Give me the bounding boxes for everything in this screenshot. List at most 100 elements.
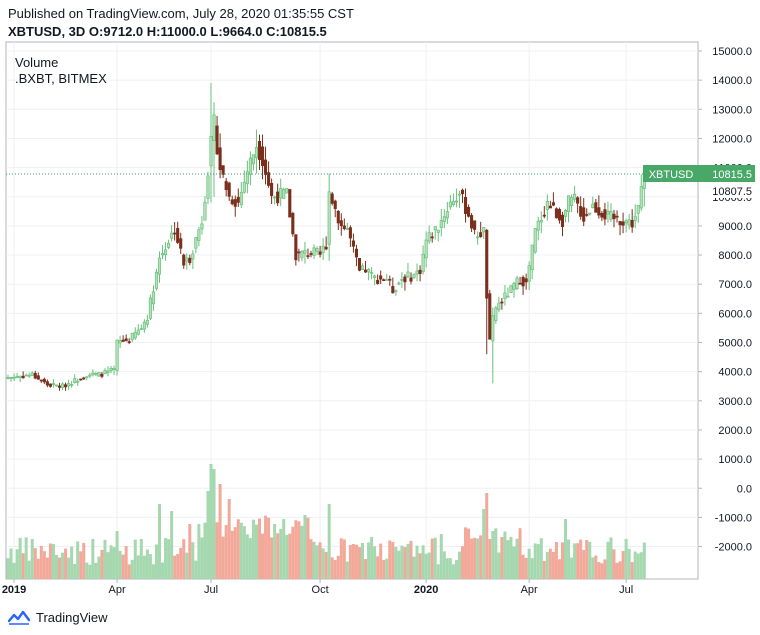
candle-body — [176, 228, 180, 243]
volume-bar — [567, 539, 571, 579]
time-axis[interactable]: 2019 Apr Jul Oct 2020 Apr Jul — [2, 579, 633, 596]
volume-bar — [333, 560, 337, 579]
candle-body — [164, 249, 168, 256]
volume-bar — [209, 464, 213, 579]
candle-body — [391, 286, 395, 294]
volume-bar — [276, 533, 280, 579]
candle-body — [409, 277, 413, 282]
candle-body — [521, 276, 525, 287]
volume-bar — [539, 538, 543, 579]
volume-bar — [130, 559, 134, 579]
volume-bar — [6, 558, 10, 579]
candle-body — [354, 248, 359, 258]
volume-bar — [182, 539, 186, 579]
volume-bar — [294, 520, 298, 579]
volume-bar — [339, 538, 343, 579]
volume-bar — [445, 558, 449, 579]
candle-body — [597, 207, 601, 216]
volume-bar — [315, 545, 319, 579]
volume-bar — [236, 519, 240, 579]
volume-bar — [206, 491, 210, 579]
candle-body — [621, 221, 625, 226]
candle-body — [212, 114, 216, 142]
candle-body — [24, 374, 28, 377]
volume-bar — [557, 559, 561, 579]
volume-bar — [297, 521, 301, 579]
low-value: 9664.0 — [222, 24, 263, 39]
candle-body — [379, 275, 383, 280]
candle-body — [418, 269, 422, 274]
y-tick-label: 5000.0 — [718, 338, 752, 350]
volume-bar — [18, 537, 22, 579]
volume-bar — [142, 555, 146, 579]
volume-bar — [479, 535, 483, 579]
candle-body — [97, 372, 101, 377]
candle-body — [57, 385, 62, 388]
candle-body — [236, 196, 240, 203]
candle-body — [618, 221, 622, 226]
volume-bar — [485, 493, 489, 579]
candle-body — [227, 182, 231, 197]
volume-bar — [312, 541, 316, 579]
volume-bar — [385, 558, 389, 579]
candle-body — [600, 212, 604, 218]
volume-bar — [309, 539, 313, 579]
price-chart[interactable]: 15000.014000.013000.012000.011000.010000… — [0, 0, 760, 600]
candle-body — [463, 196, 468, 214]
volume-bar — [415, 545, 419, 579]
volume-bar — [327, 504, 331, 579]
candle-body — [448, 201, 452, 208]
volume-bar — [576, 543, 580, 579]
volume-bar — [82, 542, 86, 579]
candle-body — [539, 220, 543, 223]
high-label: H: — [146, 24, 161, 39]
volume-bar — [367, 542, 371, 579]
candle-body — [588, 212, 592, 215]
y-tick-label: 9000.0 — [718, 221, 752, 233]
volume-bar — [170, 511, 174, 579]
volume-bar — [588, 541, 592, 579]
volume-bar — [500, 536, 504, 579]
volume-bar — [467, 528, 471, 579]
candle-body — [203, 201, 207, 221]
candle-body — [103, 370, 107, 374]
candle-body — [360, 265, 365, 270]
candle-body — [412, 274, 416, 278]
volume-bar — [261, 533, 265, 579]
candle-body — [336, 210, 340, 224]
volume-bar — [403, 547, 407, 579]
candle-body — [291, 212, 295, 235]
volume-bar — [373, 546, 377, 579]
candle-body — [397, 282, 401, 285]
candle-body — [491, 315, 495, 342]
volume-bar — [127, 564, 131, 579]
candle-body — [476, 236, 480, 239]
footer[interactable]: TradingView — [8, 606, 108, 628]
candle-body — [54, 384, 59, 387]
candle-body — [100, 373, 104, 377]
volume-bar — [361, 542, 365, 579]
y-tick-label: -1000.0 — [715, 512, 752, 524]
volume-bar — [406, 543, 410, 579]
volume-bar — [79, 551, 83, 579]
volume-bar — [109, 545, 113, 579]
volume-bar — [433, 537, 437, 579]
volume-bar — [451, 564, 455, 579]
volume-bar — [45, 557, 49, 579]
candle-body — [570, 197, 574, 206]
price-axis[interactable]: 15000.014000.013000.012000.011000.010000… — [698, 46, 752, 554]
candle-body — [348, 227, 352, 239]
volume-bar — [51, 544, 55, 579]
published-note: Published on TradingView.com, July 28, 2… — [8, 6, 354, 21]
y-tick-label: 7000.0 — [718, 279, 752, 291]
volume-bar — [48, 543, 52, 579]
candle-body — [185, 257, 189, 262]
candle-body — [139, 328, 143, 330]
candle-body — [282, 189, 286, 199]
volume-bar — [630, 562, 634, 579]
volume-bar — [115, 531, 119, 579]
volume-bar — [348, 545, 352, 579]
volume-bar — [615, 562, 619, 579]
volume-bar — [548, 548, 552, 579]
last-price-tag-bg — [699, 165, 755, 182]
